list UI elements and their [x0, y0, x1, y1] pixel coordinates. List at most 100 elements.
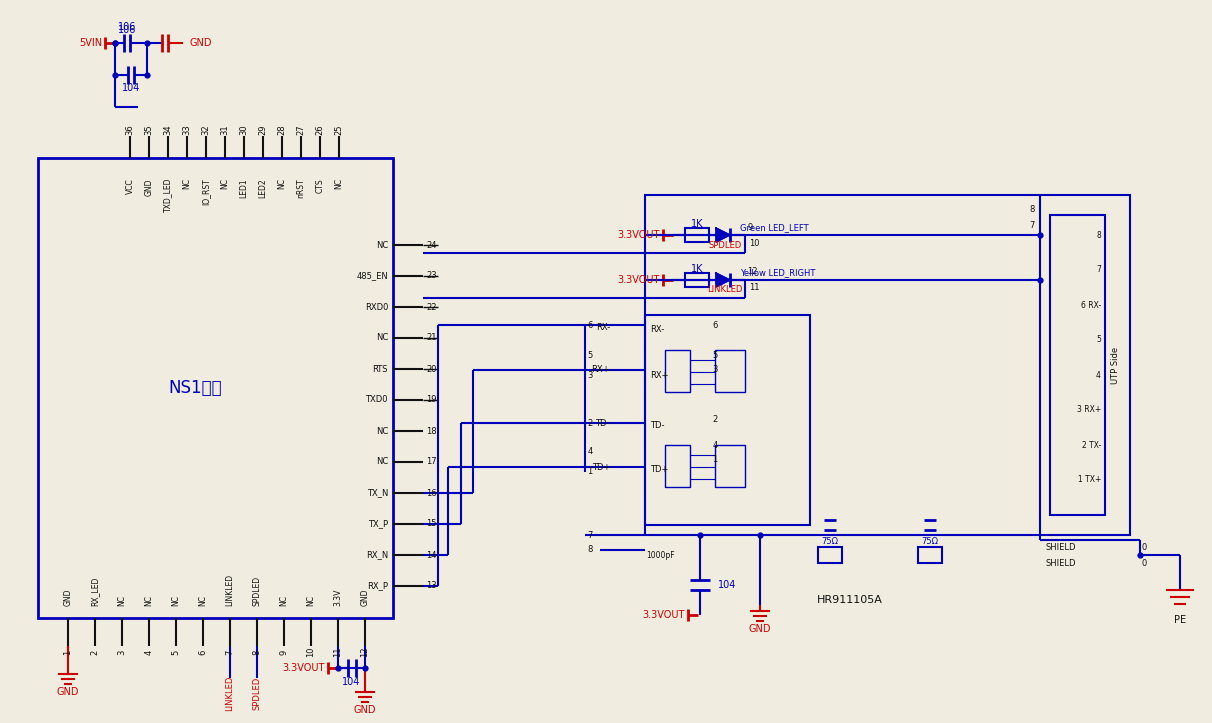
Text: TX_P: TX_P [368, 520, 388, 529]
Text: TXD0: TXD0 [366, 395, 388, 404]
Text: GND: GND [749, 624, 771, 634]
Text: LINKLED: LINKLED [708, 286, 743, 294]
Text: 12: 12 [747, 268, 758, 276]
Text: 3.3VOUT: 3.3VOUT [618, 275, 661, 285]
Text: 25: 25 [335, 125, 343, 135]
Text: 8: 8 [588, 545, 593, 555]
Text: NC: NC [118, 595, 126, 606]
Text: 4: 4 [1096, 370, 1100, 380]
Text: 104: 104 [342, 677, 361, 687]
Bar [645, 195, 1130, 535]
Text: 23: 23 [425, 272, 436, 281]
Text: 1 TX+: 1 TX+ [1077, 476, 1100, 484]
Text: TD+: TD+ [591, 463, 610, 471]
Text: 8: 8 [252, 649, 262, 655]
Text: 2 TX-: 2 TX- [1081, 440, 1100, 450]
Polygon shape [716, 228, 730, 242]
Text: 5: 5 [713, 351, 718, 359]
Text: 4: 4 [588, 448, 593, 456]
Text: RTS: RTS [372, 364, 388, 374]
Text: VCC: VCC [126, 178, 135, 194]
Text: TX_N: TX_N [366, 489, 388, 497]
Text: GND: GND [57, 687, 79, 697]
Text: 2: 2 [91, 649, 99, 654]
Text: GND: GND [360, 589, 370, 606]
Text: 7: 7 [1030, 221, 1035, 229]
Text: Green LED_LEFT: Green LED_LEFT [741, 223, 808, 233]
Text: HR911105A: HR911105A [817, 595, 882, 605]
Text: 106: 106 [118, 22, 136, 32]
Text: NC: NC [144, 595, 154, 606]
Text: NC: NC [280, 595, 288, 606]
Text: 35: 35 [144, 124, 154, 135]
Text: 1: 1 [713, 455, 718, 464]
Text: NC: NC [376, 458, 388, 466]
Text: 7: 7 [225, 649, 234, 655]
Text: 6: 6 [588, 320, 593, 330]
Text: 2: 2 [713, 416, 718, 424]
Text: 29: 29 [258, 125, 268, 135]
Text: NS1模组: NS1模组 [168, 379, 222, 397]
Text: 104: 104 [718, 580, 737, 590]
Text: NC: NC [335, 178, 343, 189]
Text: 36: 36 [126, 124, 135, 135]
Text: RX_LED: RX_LED [91, 577, 99, 606]
Text: 9: 9 [747, 223, 753, 231]
Text: RX_N: RX_N [366, 550, 388, 560]
Text: 8: 8 [1030, 205, 1035, 215]
Bar [917, 547, 942, 563]
Text: LINKLED: LINKLED [225, 675, 234, 711]
Text: 1K: 1K [691, 264, 703, 274]
Text: 1000pF: 1000pF [646, 550, 675, 560]
Text: 9: 9 [280, 649, 288, 654]
Text: 21: 21 [425, 333, 436, 343]
Text: NC: NC [221, 178, 229, 189]
Text: RXD0: RXD0 [365, 302, 388, 312]
Text: LED2: LED2 [258, 178, 268, 197]
Text: TD+: TD+ [650, 466, 668, 474]
Text: RX+: RX+ [650, 370, 669, 380]
Text: 32: 32 [201, 124, 211, 135]
Text: 10: 10 [749, 239, 760, 247]
Text: 5: 5 [172, 649, 181, 654]
Text: Yellow LED_RIGHT: Yellow LED_RIGHT [741, 268, 816, 278]
Text: 2: 2 [588, 419, 593, 427]
Text: 10: 10 [307, 647, 315, 657]
Text: 18: 18 [425, 427, 436, 435]
Text: NC: NC [376, 241, 388, 249]
Text: 27: 27 [297, 124, 305, 135]
Text: 0: 0 [1142, 544, 1148, 552]
Bar [818, 547, 842, 563]
Text: SPDLED: SPDLED [252, 576, 262, 606]
Bar [715, 445, 745, 487]
Text: 13: 13 [425, 581, 436, 591]
Text: 1K: 1K [691, 219, 703, 229]
Text: 6 RX-: 6 RX- [1081, 301, 1100, 309]
Text: 5: 5 [1096, 335, 1100, 344]
Text: 7: 7 [1096, 265, 1100, 275]
Text: RX-: RX- [650, 325, 664, 335]
Text: 104: 104 [122, 83, 141, 93]
Text: 3.3VOUT: 3.3VOUT [618, 230, 661, 240]
Text: 3.3VOUT: 3.3VOUT [282, 663, 325, 673]
Text: GND: GND [354, 705, 376, 715]
Text: 28: 28 [278, 124, 286, 135]
Text: 26: 26 [315, 124, 325, 135]
Polygon shape [716, 273, 730, 287]
Text: RX+: RX+ [591, 366, 610, 375]
Text: 1: 1 [63, 649, 73, 654]
Text: CTS: CTS [315, 178, 325, 192]
Text: GND: GND [190, 38, 212, 48]
Text: GND: GND [144, 178, 154, 195]
Text: 12: 12 [360, 647, 370, 657]
Text: 20: 20 [425, 364, 436, 374]
Text: TD-: TD- [650, 421, 664, 429]
Bar [38, 158, 393, 618]
Text: 4: 4 [713, 440, 718, 450]
Text: TD-: TD- [595, 419, 610, 427]
Text: RX-: RX- [596, 323, 610, 333]
Bar [685, 228, 709, 242]
Text: 5: 5 [588, 351, 593, 359]
Text: NC: NC [183, 178, 191, 189]
Text: 17: 17 [425, 458, 436, 466]
